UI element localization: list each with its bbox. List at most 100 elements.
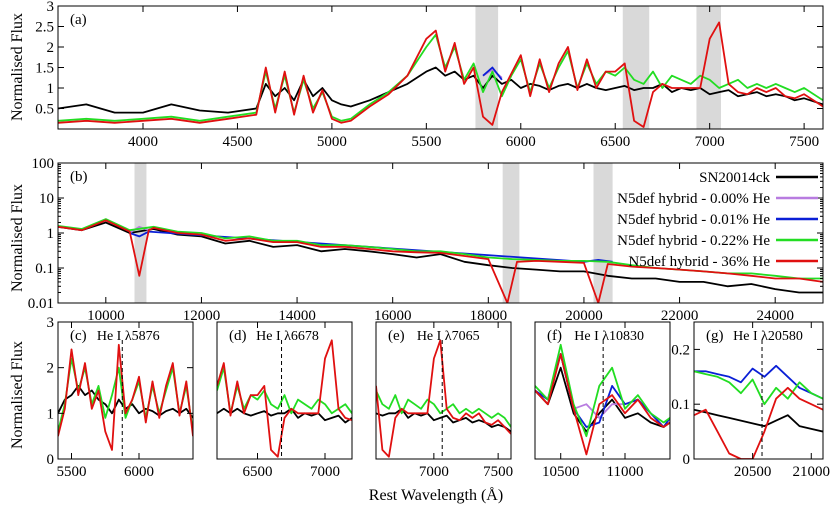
y-tick-label: 1	[47, 81, 55, 97]
series-line	[129, 225, 150, 234]
plot-frame	[375, 321, 512, 460]
legend-label: N5def hybrid - 0.00% He	[617, 191, 770, 207]
panel-c: 5500 6000 0 1 2 3 (c) He I λ5876	[47, 315, 194, 480]
panel-label: (d)	[229, 328, 247, 344]
panel-label: (b)	[70, 169, 88, 185]
y-tick-label: 3	[47, 0, 55, 15]
panel-g: 20500 21000 0 0.1 0.2 (g) He I λ20580	[671, 321, 830, 480]
shaded-band	[475, 6, 499, 129]
series-line	[694, 364, 823, 400]
line-label: He I λ20580	[733, 329, 803, 344]
panel-f: 10500 11000 (f) He I λ10830	[534, 321, 671, 480]
panel-label: (g)	[706, 328, 724, 344]
plot-frame	[534, 321, 671, 460]
y-tick-label: 2	[47, 361, 55, 377]
series-line	[58, 343, 193, 451]
x-tick-label: 21000	[793, 464, 830, 480]
x-axis-label: Rest Wavelength (Å)	[369, 486, 503, 504]
series-line	[376, 390, 511, 428]
y-tick-label: 0	[47, 452, 55, 468]
series-group	[58, 343, 193, 451]
x-tick-label: 10500	[542, 464, 580, 480]
shaded-band	[502, 163, 520, 303]
series-line	[217, 366, 352, 415]
panel-label: (f)	[547, 328, 562, 344]
x-tick-label: 20500	[734, 464, 772, 480]
series-group	[694, 364, 823, 459]
x-tick-label: 4500	[222, 134, 252, 150]
x-tick-label: 12000	[183, 308, 221, 324]
series-line	[376, 339, 511, 458]
y-tick-label: 0.1	[671, 397, 690, 413]
series-line	[217, 339, 352, 458]
y-tick-label: 0.5	[35, 102, 54, 118]
line-label: He I λ5876	[97, 329, 160, 344]
series-line	[694, 370, 823, 406]
y-tick-label: 0.2	[671, 342, 690, 358]
plot-frame	[57, 321, 194, 460]
x-tick-label: 20000	[565, 308, 603, 324]
x-tick-label: 10000	[87, 308, 125, 324]
legend-label: N5def hybrid - 36% He	[628, 254, 770, 270]
x-tick-label: 24000	[756, 308, 794, 324]
x-tick-label: 7000	[695, 134, 725, 150]
y-tick-label: 100	[32, 156, 55, 172]
line-label: He I λ6678	[256, 329, 319, 344]
shaded-band	[134, 163, 147, 303]
legend-label: N5def hybrid - 0.01% He	[617, 212, 770, 228]
x-tick-label: 18000	[470, 308, 508, 324]
legend-label: N5def hybrid - 0.22% He	[617, 233, 770, 249]
series-group	[217, 339, 352, 458]
panel-e: 7000 7500 (e) He I λ7065	[375, 321, 513, 480]
y-tick-label: 1	[47, 226, 55, 242]
x-tick-label: 5500	[411, 134, 441, 150]
panel-b: 10000 12000 14000 16000 18000 20000 22000 24000…	[28, 156, 824, 324]
series-line	[217, 407, 352, 424]
series-group	[535, 343, 670, 456]
series-group	[58, 21, 823, 128]
x-tick-label: 22000	[661, 308, 699, 324]
x-tick-label: 11000	[607, 464, 644, 480]
series-line	[535, 343, 670, 438]
line-label: He I λ7065	[417, 329, 480, 344]
x-tick-label: 4000	[128, 134, 158, 150]
y-tick-label: 2	[47, 40, 55, 56]
plot-frame	[216, 321, 353, 460]
series-line	[482, 66, 503, 81]
legend: SN20014ck N5def hybrid - 0.00% He N5def …	[617, 170, 818, 270]
x-tick-label: 7000	[419, 464, 449, 480]
plot-frame	[693, 321, 824, 460]
series-line	[58, 219, 823, 303]
x-tick-label: 7500	[483, 464, 513, 480]
panel-label: (a)	[70, 12, 87, 28]
y-axis-label-a: Normalised Flux	[9, 13, 26, 121]
y-tick-label: 2.5	[35, 20, 54, 36]
x-tick-label: 6000	[506, 134, 536, 150]
panel-label: (e)	[388, 328, 405, 344]
x-tick-label: 7000	[310, 464, 340, 480]
y-tick-label: 0.01	[28, 296, 54, 312]
y-axis-label-bottom: Normalised Flux	[9, 341, 26, 449]
series-line	[58, 66, 823, 114]
series-group	[376, 339, 511, 458]
x-tick-label: 6500	[600, 134, 630, 150]
plot-layer: 4000 4500 5000 5500 6000 6500 7000 7500 0.5 1 1.5 2…	[28, 0, 830, 480]
y-tick-label: 0	[683, 452, 691, 468]
series-line	[58, 221, 823, 294]
series-group	[58, 218, 823, 303]
y-tick-label: 10	[39, 191, 54, 207]
panel-a: 4000 4500 5000 5500 6000 6500 7000 7500 0.5 1 1.5 2…	[35, 0, 824, 150]
x-tick-label: 5500	[57, 464, 87, 480]
legend-label: SN20014ck	[699, 170, 770, 186]
y-axis-label-b: Normalised Flux	[9, 184, 26, 292]
y-tick-label: 0.1	[35, 261, 54, 277]
shaded-band	[593, 163, 613, 303]
line-label: He I λ10830	[574, 329, 644, 344]
y-tick-label: 1.5	[35, 61, 54, 77]
x-tick-label: 6500	[243, 464, 273, 480]
series-line	[58, 21, 823, 128]
y-tick-label: 3	[47, 315, 55, 331]
x-tick-label: 7500	[789, 134, 819, 150]
series-line	[376, 407, 511, 433]
